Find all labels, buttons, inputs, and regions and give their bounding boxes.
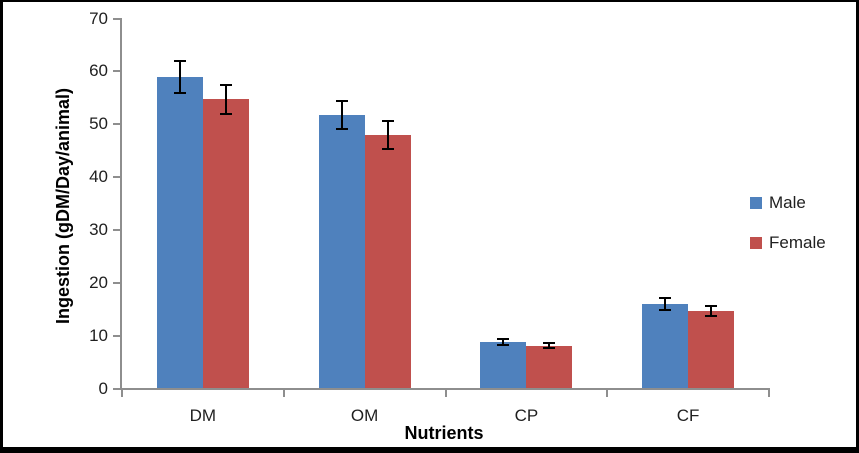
legend-label-female: Female <box>769 233 826 252</box>
x-tick <box>606 388 609 397</box>
x-axis-line <box>113 387 770 390</box>
x-category-label: CP <box>514 406 539 425</box>
y-tick-label: 30 <box>89 219 108 239</box>
y-tick-label: 70 <box>89 8 108 28</box>
y-tick-label: 60 <box>89 61 108 81</box>
bar-female-dm <box>202 99 249 389</box>
bar-male-dm <box>156 76 203 389</box>
error-bar-cap-top-female-dm <box>219 83 232 86</box>
x-category-label: OM <box>350 406 379 425</box>
legend-item-male: Male <box>750 193 806 213</box>
y-tick-label: 50 <box>89 114 108 134</box>
error-bar-line-female-cp <box>548 343 551 349</box>
error-bar-line-male-om <box>340 101 343 129</box>
error-bar-cap-top-male-om <box>335 100 348 103</box>
error-bar-cap-bottom-male-cp <box>497 343 510 346</box>
bar-female-om <box>364 134 411 389</box>
x-category-label: DM <box>189 406 217 425</box>
x-tick <box>121 388 123 397</box>
error-bar-cap-top-male-dm <box>173 59 186 62</box>
error-bar-cap-bottom-male-om <box>335 127 348 130</box>
y-tick <box>113 281 122 284</box>
y-tick <box>113 228 122 231</box>
x-category-label: CF <box>676 406 700 425</box>
y-tick <box>113 123 122 126</box>
error-bar-cap-top-female-cp <box>543 342 556 345</box>
bar-male-cf <box>642 303 689 389</box>
legend-label-male: Male <box>769 193 806 212</box>
x-tick <box>444 388 447 397</box>
y-axis-line <box>120 18 122 389</box>
error-bar-line-female-om <box>386 121 389 149</box>
legend-swatch-male <box>750 197 762 209</box>
y-tick-label: 20 <box>89 272 108 292</box>
y-tick <box>113 387 122 390</box>
y-tick <box>113 70 122 73</box>
error-bar-cap-bottom-female-om <box>381 147 394 150</box>
error-bar-cap-top-male-cp <box>497 338 510 341</box>
y-tick <box>113 334 122 337</box>
bar-male-cp <box>480 341 527 389</box>
x-axis-title: Nutrients <box>404 423 484 443</box>
y-tick-label: 0 <box>98 378 108 398</box>
legend-swatch-female <box>750 237 762 249</box>
error-bar-line-female-cf <box>710 305 713 317</box>
bar-male-om <box>318 115 365 389</box>
y-tick <box>113 17 122 20</box>
error-bar-line-female-dm <box>224 84 227 115</box>
x-tick <box>768 388 770 397</box>
bar-female-cp <box>526 345 573 389</box>
error-bar-cap-top-female-om <box>381 120 394 123</box>
error-bar-line-male-cp <box>502 339 505 345</box>
error-bar-cap-bottom-male-cf <box>659 309 672 312</box>
error-bar-cap-bottom-female-cf <box>705 315 718 318</box>
error-bar-cap-top-male-cf <box>659 296 672 299</box>
y-tick <box>113 176 122 179</box>
error-bar-cap-bottom-male-dm <box>173 91 186 94</box>
error-bar-line-male-cf <box>664 297 667 311</box>
error-bar-cap-bottom-female-dm <box>219 113 232 116</box>
x-tick <box>282 388 285 397</box>
y-tick-label: 10 <box>89 325 108 345</box>
legend-item-female: Female <box>750 233 826 253</box>
error-bar-cap-top-female-cf <box>705 304 718 307</box>
y-tick-label: 40 <box>89 167 108 187</box>
bar-female-cf <box>688 310 735 389</box>
y-axis-title: Ingestion (gDM/Day/animal) <box>53 87 73 325</box>
error-bar-line-male-dm <box>178 60 181 93</box>
error-bar-cap-bottom-female-cp <box>543 347 556 350</box>
